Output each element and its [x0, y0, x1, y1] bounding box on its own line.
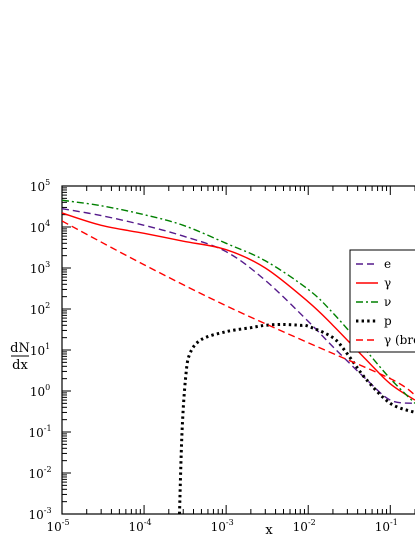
y-tick-label: 10-3	[28, 506, 51, 522]
series-line-2	[62, 199, 415, 404]
y-tick-label: 101	[30, 342, 50, 358]
x-axis-ticks	[61, 186, 415, 514]
legend-label: p	[384, 314, 392, 328]
x-axis-label: x	[265, 523, 273, 537]
x-tick-label: 10-3	[211, 518, 234, 534]
series-line-4	[62, 220, 415, 396]
legend-label: ν	[384, 295, 391, 309]
y-axis-label: dN dx	[10, 341, 30, 373]
y-tick-label: 102	[30, 301, 50, 317]
x-tick-label: 10-2	[293, 518, 316, 534]
legend-box	[349, 249, 415, 353]
x-axis-tick-labels: 10-5 10-4 10-3 10-2 10-1	[46, 518, 397, 534]
legend-label: γ (bre	[384, 333, 415, 347]
series-line-1	[62, 212, 415, 401]
series-line-0	[62, 207, 415, 405]
x-tick-label: 10-4	[129, 518, 152, 534]
y-tick-label: 103	[30, 260, 50, 276]
x-tick-label: 10-1	[375, 518, 398, 534]
y-tick-label: 100	[30, 383, 50, 399]
y-axis-tick-labels: 10-3 10-2 10-1 100 101 102 103 104 105	[28, 178, 51, 522]
y-tick-label: 104	[30, 219, 50, 235]
y-axis-label-numerator: dN	[10, 341, 30, 356]
series-line-3	[177, 322, 415, 514]
y-tick-label: 10-1	[28, 424, 51, 440]
y-tick-label: 105	[30, 178, 50, 194]
y-axis-ticks	[62, 185, 71, 515]
series-lines	[62, 199, 415, 514]
y-tick-label: 10-2	[28, 465, 51, 481]
x-tick-label: 10-5	[46, 518, 69, 534]
legend-label: e	[384, 257, 391, 271]
legend-label: γ	[384, 276, 391, 290]
y-axis-label-denominator: dx	[12, 358, 28, 373]
